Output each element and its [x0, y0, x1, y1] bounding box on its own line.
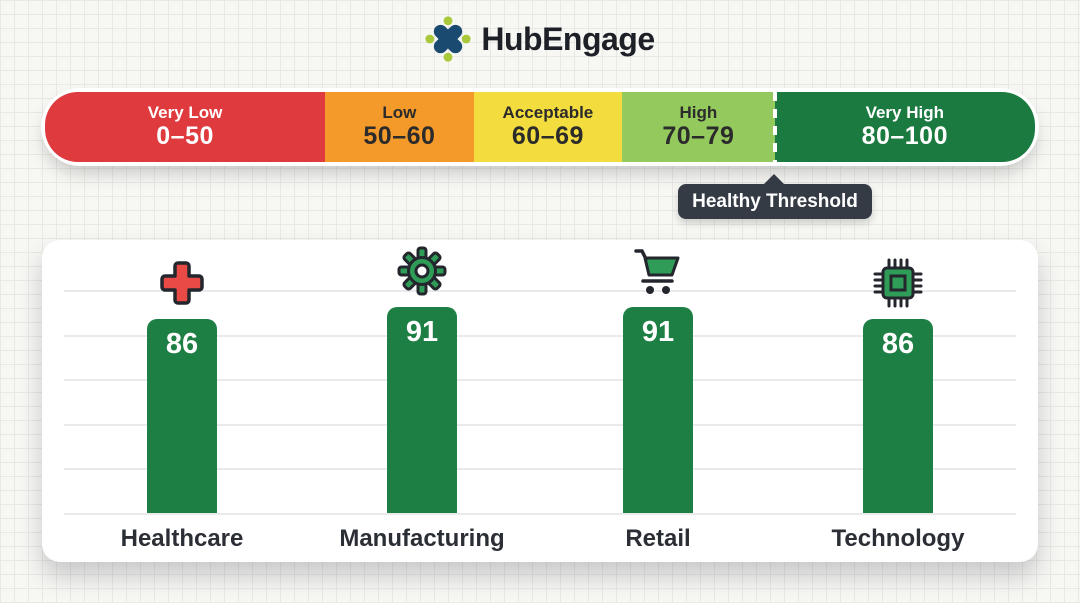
segment-label: Very Low [147, 102, 223, 122]
tooltip-arrow-up-icon [763, 174, 785, 185]
hubengage-logo-icon [425, 16, 471, 62]
medical-cross-icon [160, 261, 204, 305]
bar-column-retail: 91 [598, 245, 718, 513]
bar-value: 91 [641, 316, 675, 348]
bar-retail: 91 [623, 307, 693, 513]
segment-label: Very High [865, 102, 944, 122]
brand-name: HubEngage [481, 20, 655, 57]
gridline [64, 379, 1016, 381]
segment-label: Acceptable [502, 102, 594, 122]
category-label-technology: Technology [831, 525, 965, 552]
bar-healthcare: 86 [147, 319, 217, 513]
bar-column-healthcare: 86 [122, 257, 242, 513]
gridline [64, 335, 1016, 337]
bar-manufacturing: 91 [387, 307, 457, 513]
bar-value: 86 [881, 328, 915, 360]
scale-segment-very-high: Very High 80–100 [774, 92, 1035, 162]
scale-segments: Very Low 0–50 Low 50–60 Acceptable 60–69… [45, 92, 1035, 162]
segment-range: 50–60 [363, 122, 436, 151]
engagement-scale: Very Low 0–50 Low 50–60 Acceptable 60–69… [45, 92, 1035, 162]
bar-value: 86 [165, 328, 199, 360]
segment-range: 80–100 [861, 122, 948, 151]
segment-range: 70–79 [662, 122, 735, 151]
bar-column-technology: 86 [838, 257, 958, 513]
category-label-retail: Retail [625, 525, 691, 552]
scale-segment-high: High 70–79 [622, 92, 775, 162]
chart-card: 86 91 [42, 240, 1038, 562]
category-label-healthcare: Healthcare [120, 525, 244, 552]
brand-logo: HubEngage [0, 16, 1080, 62]
scale-segment-very-low: Very Low 0–50 [45, 92, 326, 162]
gridline [64, 424, 1016, 426]
bar-technology: 86 [863, 319, 933, 513]
shopping-cart-icon [634, 249, 680, 294]
scale-segment-acceptable: Acceptable 60–69 [473, 92, 623, 162]
tooltip-label: Healthy Threshold [692, 191, 858, 212]
healthy-threshold-tooltip: Healthy Threshold [678, 174, 872, 219]
baseline-gridline [64, 513, 1016, 515]
category-label-manufacturing: Manufacturing [339, 525, 505, 552]
segment-range: 0–50 [156, 122, 214, 151]
segment-label: Low [382, 102, 417, 122]
gear-icon [397, 246, 447, 296]
segment-range: 60–69 [511, 122, 584, 151]
gridline [64, 290, 1016, 292]
scale-segment-low: Low 50–60 [325, 92, 474, 162]
segment-label: High [679, 102, 718, 122]
threshold-divider-dashed-line [772, 92, 777, 162]
bar-column-manufacturing: 91 [362, 245, 482, 513]
bar-value: 91 [405, 316, 439, 348]
gridline [64, 468, 1016, 470]
chip-icon [873, 258, 923, 308]
